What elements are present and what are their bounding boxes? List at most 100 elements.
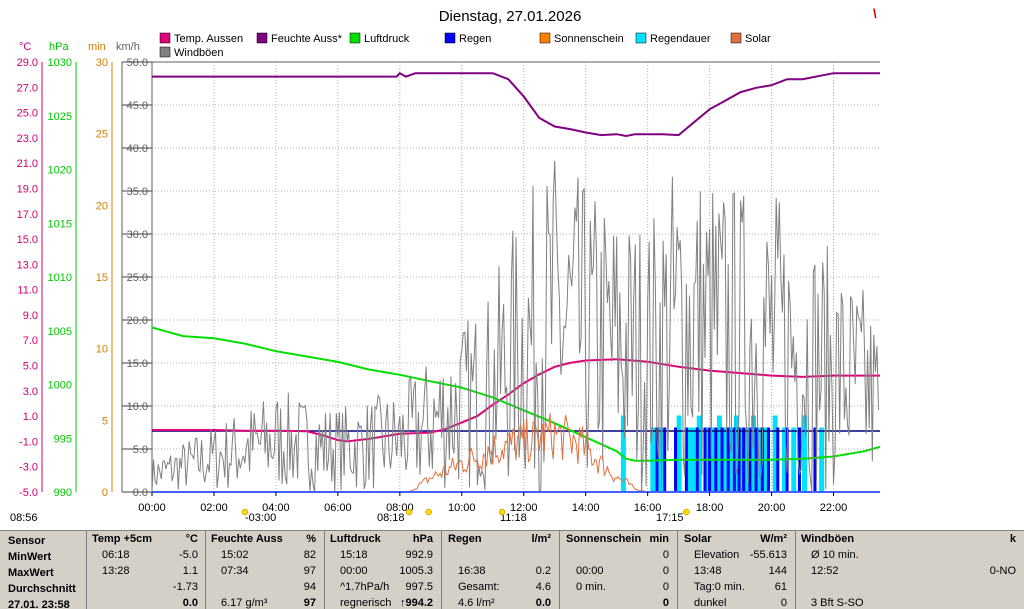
x-tick-label: 10:00 xyxy=(448,502,476,514)
stats-solar-time: Tag:0 min. xyxy=(694,581,745,593)
stats-humidity-value: 97 xyxy=(303,597,316,609)
stats-pressure-value: 1005.3 xyxy=(399,565,433,577)
stats-humidity-time: 07:34 xyxy=(221,565,249,577)
tick-label-pressure: 990 xyxy=(54,487,72,499)
tick-label-wind: 20.0 xyxy=(127,315,148,327)
axis-unit-pressure: hPa xyxy=(49,41,69,53)
stats-separator xyxy=(795,531,796,609)
stats-humidity-unit: % xyxy=(306,533,316,545)
stats-sunshine-value: 0 xyxy=(662,581,669,593)
sun-event-label: -03:00 xyxy=(245,512,276,524)
stats-label-min: MinWert xyxy=(8,551,52,563)
chart-title: Dienstag, 27.01.2026 xyxy=(439,8,582,25)
stats-sunshine-value: 0 xyxy=(662,597,669,609)
rain-duration-bar xyxy=(802,415,808,492)
stats-rain-title: Regen xyxy=(448,533,482,545)
stats-pressure-title: Luftdruck xyxy=(330,533,381,545)
stats-humidity-value: 97 xyxy=(303,565,316,577)
legend-swatch xyxy=(159,32,171,44)
legend-swatch xyxy=(635,32,647,44)
stats-rain-unit: l/m² xyxy=(531,533,551,545)
sun-event-marker xyxy=(498,508,506,516)
stats-sunshine-time: 00:00 xyxy=(576,565,604,577)
stats-pressure-time: 15:18 xyxy=(340,549,368,561)
rain-bar xyxy=(813,427,817,492)
series-feuchte-auss- xyxy=(152,71,880,138)
stats-label-avg: Durchschnitt xyxy=(8,583,76,595)
axis-unit-wind: km/h xyxy=(116,41,140,53)
series-luftdruck xyxy=(151,326,881,462)
stats-sunshine: Sonnenschein min 0 00:00 0 0 min. 0 0 xyxy=(566,531,669,609)
x-tick-label: 18:00 xyxy=(696,502,724,514)
tick-label-temp: 17.0 xyxy=(17,209,38,221)
stats-solar: Solar W/m² Elevation -55.613 13:48 144 Tag:0 m… xyxy=(684,531,787,609)
tick-label-wind: 45.0 xyxy=(127,100,148,112)
rain-duration-bar xyxy=(676,415,682,492)
stats-humidity-time: 15:02 xyxy=(221,549,249,561)
sun-event-label: 17:15 xyxy=(656,512,684,524)
sun-event-label: 08:56 xyxy=(10,512,38,524)
stats-rain: Regen l/m² 16:38 0.2 Gesamt: 4.6 4.6 l/m² 0.0 xyxy=(448,531,551,609)
stats-temp-value: -5.0 xyxy=(179,549,198,561)
series-solar xyxy=(408,412,647,493)
tick-label-temp: -1.0 xyxy=(19,436,38,448)
stats-sensor: Sensor MinWert MaxWert Durchschnitt 27.0… xyxy=(8,531,88,609)
tick-label-temp: 5.0 xyxy=(23,361,38,373)
rain-duration-bar xyxy=(772,415,778,492)
stats-temp-value: 1.1 xyxy=(182,565,198,577)
stats-rain-value: 0.0 xyxy=(535,597,551,609)
legend-label: Regendauer xyxy=(650,33,711,45)
stats-sensor-title: Sensor xyxy=(8,535,46,547)
stats-solar-value: 144 xyxy=(768,565,787,577)
stats-sunshine-unit: min xyxy=(649,533,669,545)
x-tick-label: 04:00 xyxy=(262,502,290,514)
tick-label-pressure: 1020 xyxy=(48,165,72,177)
stats-sunshine-value: 0 xyxy=(662,565,669,577)
legend-label: Temp. Aussen xyxy=(174,33,243,45)
weather-chart: Dienstag, 27.01.2026 Temp. Aussen Feuchte… xyxy=(10,8,881,524)
rain-duration-bar xyxy=(819,427,825,492)
stats-pressure-unit: hPa xyxy=(412,533,433,545)
sun-event-label: 08:18 xyxy=(377,512,405,524)
stats-wind-value: 0-NO xyxy=(989,565,1016,577)
legend-swatch xyxy=(349,32,361,44)
tick-label-minutes: 30 xyxy=(96,57,108,69)
stats-solar-value: 61 xyxy=(774,581,787,593)
corner-mark: \ xyxy=(873,6,877,21)
stats-rain-time: Gesamt: xyxy=(458,581,500,593)
stats-label-current: 27.01. 23:58 xyxy=(8,599,70,609)
tick-label-wind: 50.0 xyxy=(127,57,148,69)
rain-duration-bar xyxy=(750,415,756,492)
stats-humidity-value: 82 xyxy=(303,549,316,561)
stats-panel: Sensor MinWert MaxWert Durchschnitt 27.0… xyxy=(0,530,1024,609)
stats-wind: Windböen k Ø 10 min. 12:52 0-NO 3 Bft S-SO xyxy=(801,531,1016,609)
x-tick-label: 20:00 xyxy=(758,502,786,514)
stats-humidity: Feuchte Auss% 15:02 82 07:34 97 94 6.17 g/m³ 97 xyxy=(211,531,316,609)
tick-label-temp: -3.0 xyxy=(19,462,38,474)
stats-sunshine-title: Sonnenschein xyxy=(566,533,642,545)
stats-separator xyxy=(205,531,206,609)
stats-pressure-time: regnerisch xyxy=(340,597,392,609)
legend-label: Feuchte Auss* xyxy=(271,33,343,45)
stats-temp-title: Temp +5cm xyxy=(92,533,153,545)
stats-temp-time: 13:28 xyxy=(102,565,130,577)
stats-rain-time: 4.6 l/m² xyxy=(458,597,495,609)
stats-separator xyxy=(677,531,678,609)
legend-swatch xyxy=(539,32,551,44)
tick-label-wind: 35.0 xyxy=(127,186,148,198)
stats-pressure-value: 997.5 xyxy=(405,581,433,593)
series-temp-aussen xyxy=(152,358,880,443)
stats-temp-value: 0.0 xyxy=(182,597,198,609)
stats-rain-time: 16:38 xyxy=(458,565,486,577)
stats-solar-value: -55.613 xyxy=(749,549,787,561)
stats-solar-time: dunkel xyxy=(694,597,727,609)
tick-label-temp: 15.0 xyxy=(17,234,38,246)
stats-solar-value: 0 xyxy=(780,597,787,609)
tick-label-wind: 10.0 xyxy=(127,401,148,413)
stats-temp: Temp +5cm °C 06:18 -5.0 13:28 1.1 -1.73 0.0 xyxy=(92,531,198,609)
tick-label-temp: -5.0 xyxy=(19,487,38,499)
tick-label-pressure: 995 xyxy=(54,433,72,445)
tick-label-pressure: 1025 xyxy=(48,111,72,123)
legend-swatch xyxy=(159,46,171,58)
legend-swatch xyxy=(256,32,268,44)
